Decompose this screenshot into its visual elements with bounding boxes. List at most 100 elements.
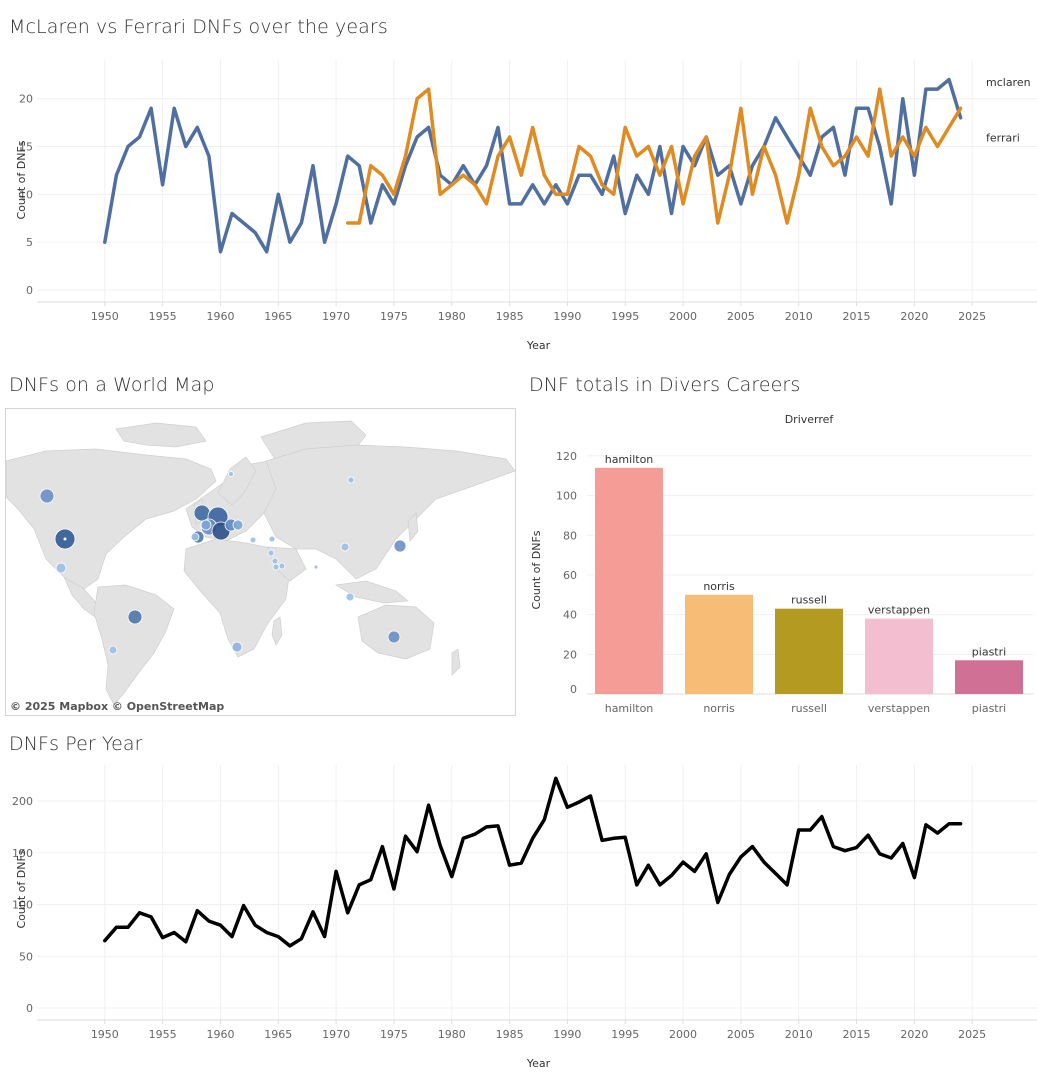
x-tick-label: 2020 — [900, 310, 928, 323]
map-marker[interactable] — [267, 549, 275, 557]
map-marker[interactable] — [393, 539, 407, 553]
bar-label-russell: russell — [791, 594, 827, 607]
map-marker[interactable] — [268, 535, 276, 543]
y-tick-label: 10 — [19, 188, 33, 201]
y-tick-label: 0 — [26, 284, 33, 297]
y-tick-label: 0 — [26, 1002, 33, 1015]
x-tick-label: 2025 — [958, 1028, 986, 1041]
y-tick-label: 200 — [12, 795, 33, 808]
landmass-new-zealand — [451, 648, 461, 676]
map-marker[interactable] — [272, 563, 280, 571]
map-marker[interactable] — [55, 562, 67, 574]
landmass-madagascar — [271, 616, 283, 646]
map-marker[interactable] — [231, 641, 243, 653]
bar-piastri[interactable] — [955, 660, 1023, 694]
map-attribution: © 2025 Mapbox © OpenStreetMap — [10, 700, 225, 713]
driver-dnf-bar-chart: Driverref 0 20 40 60 80 100 120 Count of DNFs ham… — [530, 413, 1033, 715]
map-marker[interactable] — [340, 542, 350, 552]
y-tick-label: 5 — [26, 236, 33, 249]
map-marker[interactable] — [278, 562, 286, 570]
map-marker[interactable] — [39, 488, 55, 504]
x-tick-label: 1990 — [553, 1028, 581, 1041]
x-axis-title: Year — [526, 339, 551, 352]
series-line[interactable] — [103, 776, 963, 948]
map-marker[interactable] — [345, 592, 355, 602]
landmass-japan — [407, 512, 419, 542]
y-tick-label: 120 — [556, 450, 577, 463]
y-tick-label: 50 — [19, 950, 33, 963]
x-tick-label: hamilton — [605, 702, 654, 715]
landmass-south-america — [93, 584, 175, 706]
bar-label-piastri: piastri — [972, 645, 1006, 658]
y-axis-title: Count of DNFs — [530, 530, 543, 609]
x-tick-label: 1960 — [206, 310, 234, 323]
bar-hamilton[interactable] — [595, 467, 663, 694]
map-title: DNFs on a World Map — [9, 374, 215, 396]
x-tick-label: 1950 — [91, 310, 119, 323]
x-tick-label: norris — [703, 702, 735, 715]
mclaren-ferrari-line-chart: 0 5 10 15 20 1950 1955 1960 1965 1970 1975 1980 1985… — [15, 60, 1037, 352]
map-marker[interactable] — [190, 532, 200, 542]
x-tick-label: 2005 — [727, 1028, 755, 1041]
x-tick-label: 1960 — [206, 1028, 234, 1041]
x-tick-label: 1950 — [91, 1028, 119, 1041]
map-land — [6, 420, 515, 706]
map-marker[interactable] — [228, 471, 234, 477]
landmass-north-america — [6, 448, 217, 590]
map-marker[interactable] — [347, 476, 355, 484]
x-tick-label: 1995 — [611, 310, 639, 323]
bar-norris[interactable] — [685, 594, 753, 694]
y-tick-label: 20 — [563, 648, 577, 661]
x-tick-label: verstappen — [868, 702, 930, 715]
series-end-label-mclaren: mclaren — [986, 76, 1031, 89]
x-tick-label: 1970 — [322, 1028, 350, 1041]
x-tick-label: piastri — [972, 702, 1006, 715]
map-marker-center — [63, 537, 67, 541]
x-tick-label: 1955 — [149, 1028, 177, 1041]
bar-label-hamilton: hamilton — [605, 453, 654, 466]
landmass-scandinavia — [217, 456, 257, 506]
landmass-indonesia — [334, 580, 409, 604]
y-tick-label: 100 — [12, 899, 33, 912]
x-tick-label: 2000 — [669, 310, 697, 323]
y-tick-label: 20 — [19, 93, 33, 106]
x-tick-label: 1965 — [264, 1028, 292, 1041]
series-line-ferrari[interactable] — [345, 87, 963, 225]
world-map[interactable]: © 2025 Mapbox © OpenStreetMap — [5, 408, 516, 716]
map-marker[interactable] — [271, 557, 279, 565]
landmass-africa — [183, 538, 291, 658]
x-tick-label: 2005 — [727, 310, 755, 323]
y-axis-title: Count of DNFs — [15, 140, 28, 219]
bar-chart-title: DNF totals in Divers Careers — [529, 374, 801, 396]
world-map-canvas — [6, 420, 515, 706]
x-tick-label: 1975 — [380, 310, 408, 323]
map-marker[interactable] — [232, 519, 244, 531]
map-marker[interactable] — [200, 519, 212, 531]
bar-label-verstappen: verstappen — [868, 604, 930, 617]
map-marker[interactable] — [387, 630, 401, 644]
x-tick-label: 1985 — [496, 1028, 524, 1041]
map-marker[interactable] — [108, 645, 118, 655]
y-tick-label: 15 — [19, 141, 33, 154]
bar-verstappen[interactable] — [865, 618, 933, 694]
x-tick-label: 1995 — [611, 1028, 639, 1041]
x-tick-label: 1985 — [496, 310, 524, 323]
map-marker[interactable] — [313, 564, 319, 570]
bar-russell[interactable] — [775, 608, 843, 694]
x-tick-label: 1980 — [438, 310, 466, 323]
y-axis-title: Count of DNFs — [15, 849, 28, 928]
x-tick-label: 2015 — [843, 310, 871, 323]
x-axis-title: Year — [526, 1057, 551, 1070]
y-tick-label: 80 — [563, 529, 577, 542]
x-tick-label: 2010 — [785, 310, 813, 323]
landmass-asia — [263, 444, 515, 580]
map-marker[interactable] — [127, 609, 143, 625]
line-chart-title: McLaren vs Ferrari DNFs over the years — [9, 16, 388, 38]
map-marker[interactable] — [193, 504, 211, 522]
map-markers — [39, 471, 407, 655]
x-tick-label: 2010 — [785, 1028, 813, 1041]
map-marker[interactable] — [249, 536, 257, 544]
x-tick-label: 1990 — [553, 310, 581, 323]
x-tick-label: 1955 — [149, 310, 177, 323]
landmass-canadian-arctic — [115, 422, 207, 448]
